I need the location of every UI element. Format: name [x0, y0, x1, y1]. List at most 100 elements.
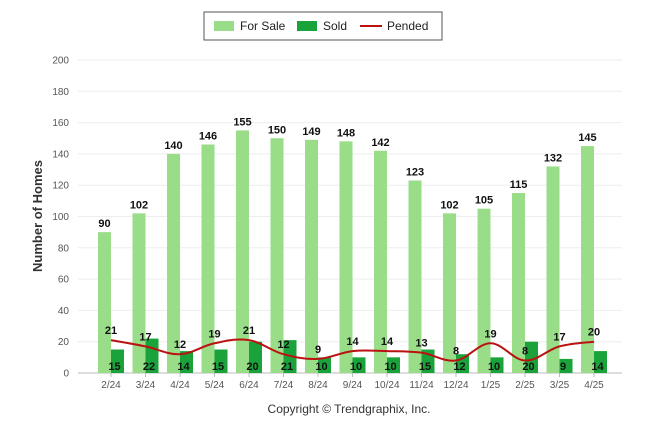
- sold-bar: [318, 357, 331, 373]
- y-axis-ticks: 0 20 40 60 80 100 120 140 160 180 200: [52, 56, 69, 380]
- pended-value-label: 13: [415, 338, 427, 350]
- sold-bar: [387, 357, 400, 373]
- sold-value-label: 14: [177, 361, 190, 373]
- for-sale-bar: [374, 150, 387, 373]
- legend-swatch-sold: [297, 21, 317, 31]
- pended-value-label: 19: [484, 328, 496, 340]
- sold-value-label: 15: [212, 361, 224, 373]
- x-tick-label: 10/24: [374, 380, 399, 391]
- for-sale-bar: [201, 144, 215, 373]
- y-tick-label: 80: [58, 243, 70, 254]
- for-sale-bar: [443, 213, 456, 373]
- for-sale-bar: [581, 146, 594, 373]
- sold-bar: [180, 351, 193, 373]
- for-sale-value-label: 142: [371, 137, 389, 149]
- x-tick-label: 11/24: [409, 380, 434, 391]
- for-sale-value-label: 105: [475, 195, 493, 207]
- for-sale-value-label: 146: [199, 131, 217, 143]
- x-tick-label: 2/25: [515, 380, 535, 391]
- y-tick-label: 60: [58, 275, 70, 286]
- sold-value-label: 12: [453, 361, 465, 373]
- sold-value-label: 10: [488, 361, 500, 373]
- for-sale-bar: [236, 130, 249, 373]
- legend-box: [203, 11, 443, 41]
- for-sale-value-label: 115: [510, 179, 528, 191]
- for-sale-bar: [132, 213, 146, 373]
- for-sale-value-label: 140: [164, 140, 182, 152]
- x-tick-label: 6/24: [239, 380, 259, 391]
- x-tick-label: 12/24: [443, 380, 468, 391]
- sold-value-label: 10: [315, 361, 327, 373]
- pended-value-label: 12: [277, 339, 289, 351]
- pended-value-label: 21: [243, 325, 255, 337]
- legend-label-sold: Sold: [323, 19, 347, 33]
- for-sale-value-label: 132: [544, 152, 562, 164]
- x-tick-label: 9/24: [343, 380, 363, 391]
- pended-value-label: 12: [174, 339, 186, 351]
- for-sale-bar: [546, 166, 560, 373]
- sold-bar: [352, 357, 366, 373]
- for-sale-bar: [305, 139, 318, 373]
- for-sale-value-label: 102: [440, 199, 458, 211]
- bars: [98, 130, 607, 373]
- y-tick-label: 140: [52, 149, 69, 160]
- pended-line-path: [110, 338, 595, 362]
- for-sale-value-label: 102: [130, 199, 148, 211]
- sold-bar: [594, 351, 607, 373]
- data-labels: 9015102221401414615155201502114910148101…: [98, 116, 604, 373]
- for-sale-bar: [512, 193, 525, 373]
- x-tick-label: 4/24: [170, 380, 190, 391]
- y-tick-label: 120: [52, 181, 69, 192]
- pended-value-label: 8: [453, 345, 459, 357]
- pended-value-label: 17: [553, 331, 565, 343]
- y-tick-label: 0: [63, 369, 69, 380]
- for-sale-bar: [477, 208, 491, 373]
- pended-value-label: 20: [588, 327, 600, 339]
- sold-bar: [249, 341, 262, 373]
- pended-value-label: 21: [105, 325, 117, 337]
- sold-value-label: 10: [384, 361, 396, 373]
- pended-value-label: 14: [381, 336, 394, 348]
- for-sale-bar: [408, 180, 422, 373]
- pended-value-label: 9: [315, 344, 321, 356]
- sold-value-label: 21: [281, 361, 293, 373]
- x-tick-label: 7/24: [274, 380, 294, 391]
- copyright-text: Copyright © Trendgraphix, Inc.: [268, 402, 431, 416]
- sold-bar: [111, 349, 124, 373]
- sold-value-label: 15: [108, 361, 120, 373]
- legend-label-pended: Pended: [387, 19, 428, 33]
- for-sale-value-label: 149: [302, 126, 320, 138]
- y-tick-label: 200: [52, 56, 69, 67]
- x-tick-label: 1/25: [481, 380, 501, 391]
- pended-value-label: 19: [208, 328, 220, 340]
- for-sale-value-label: 145: [578, 132, 596, 144]
- y-axis-label: Number of Homes: [30, 160, 45, 272]
- x-tick-label: 3/25: [550, 380, 570, 391]
- legend[interactable]: For Sale Sold Pended: [203, 11, 443, 41]
- x-tick-label: 5/24: [205, 380, 225, 391]
- sold-value-label: 10: [350, 361, 362, 373]
- sold-bar: [559, 358, 573, 373]
- y-tick-label: 20: [58, 337, 70, 348]
- sold-value-label: 20: [522, 361, 534, 373]
- sold-value-label: 22: [143, 361, 155, 373]
- x-axis-ticks: 2/24 3/24 4/24 5/24 6/24 7/24 8/24 9/24 10/24 11/…: [101, 373, 604, 391]
- legend-swatch-for-sale: [214, 21, 234, 31]
- x-tick-label: 8/24: [308, 380, 328, 391]
- y-tick-label: 40: [58, 306, 70, 317]
- sold-bar: [490, 357, 504, 373]
- pended-line: [110, 338, 595, 362]
- sold-bar: [525, 341, 538, 373]
- for-sale-bar: [270, 138, 284, 373]
- sold-bar: [214, 349, 228, 373]
- x-tick-label: 3/24: [136, 380, 156, 391]
- for-sale-value-label: 150: [268, 124, 286, 136]
- pended-value-label: 8: [522, 345, 528, 357]
- sold-value-label: 9: [560, 361, 566, 373]
- sold-value-label: 20: [246, 361, 258, 373]
- sold-value-label: 15: [419, 361, 431, 373]
- y-tick-label: 100: [52, 212, 69, 223]
- for-sale-bar: [167, 153, 180, 373]
